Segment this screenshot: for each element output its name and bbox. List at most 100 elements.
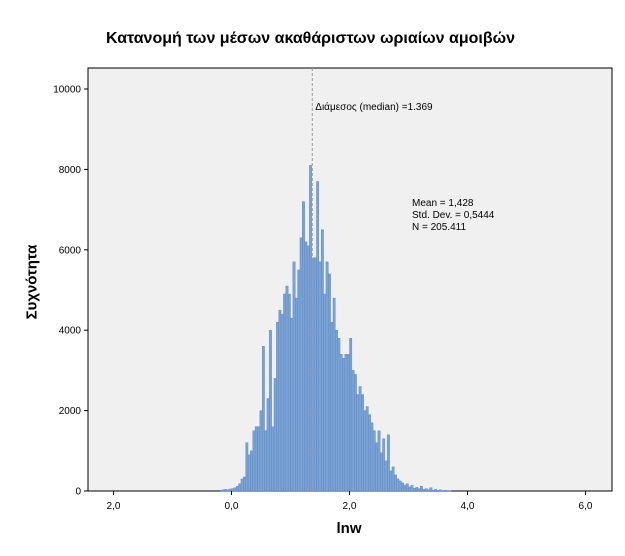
histogram-bar <box>243 476 246 492</box>
histogram-bar <box>280 313 284 492</box>
histogram-bar <box>318 261 322 492</box>
histogram-bar <box>278 309 282 492</box>
x-axis: 2,0 0,0 2,0 4,0 6,0 <box>107 491 593 512</box>
median-label: Διάμεσος (median) =1.369 <box>315 101 433 113</box>
y-tick-label: 10000 <box>53 85 81 96</box>
histogram-bar <box>346 354 350 492</box>
histogram-bar <box>342 358 345 492</box>
histogram-bar <box>379 452 383 492</box>
histogram-bar <box>377 430 381 492</box>
histogram-bar <box>228 488 232 492</box>
histogram-bar <box>335 330 338 492</box>
histogram-bar <box>233 487 237 492</box>
x-tick-label: 0,0 <box>225 501 239 512</box>
histogram-bars <box>219 165 452 492</box>
histogram-bar <box>365 406 369 492</box>
histogram-bar <box>384 460 388 492</box>
histogram-bar <box>358 386 362 492</box>
histogram-bar <box>297 269 301 492</box>
histogram-bar <box>443 490 447 492</box>
histogram-bar <box>250 450 253 492</box>
stat-n: N = 205.411 <box>412 222 466 233</box>
y-tick-label: 4000 <box>59 326 82 337</box>
histogram-bar <box>417 488 421 492</box>
histogram-bar <box>382 438 386 492</box>
histogram-bar <box>309 165 312 492</box>
histogram-bar <box>436 490 440 492</box>
histogram-bar <box>354 374 357 492</box>
histogram-bar <box>320 229 324 492</box>
histogram-bar <box>247 454 251 492</box>
histogram-bar <box>261 346 265 492</box>
stat-std-dev: Std. Dev. = 0,5444 <box>412 210 495 221</box>
histogram-bar <box>405 483 409 492</box>
histogram-bar <box>316 181 320 492</box>
histogram-bar <box>413 487 416 492</box>
histogram-bar <box>292 261 296 492</box>
histogram-bar <box>420 485 423 492</box>
histogram-bar <box>271 426 275 492</box>
histogram-bar <box>219 490 223 492</box>
histogram-bar <box>429 487 433 492</box>
histogram-bar <box>264 430 268 492</box>
y-tick-label: 8000 <box>59 165 82 176</box>
histogram-bar <box>375 442 379 492</box>
histogram-bar <box>356 394 360 492</box>
histogram-bar <box>254 426 258 492</box>
x-axis-label: lnw <box>336 520 362 537</box>
histogram-bar <box>238 483 242 492</box>
histogram-bar <box>438 489 442 492</box>
chart-title: Κατανομή των μέσων ακαθάριστων ωριαίων α… <box>106 30 516 47</box>
histogram-bar <box>344 354 348 492</box>
histogram-bar <box>370 422 374 492</box>
histogram-bar <box>396 478 400 492</box>
x-tick-label: 4,0 <box>461 501 475 512</box>
histogram-bar <box>306 245 310 492</box>
histogram-bar <box>224 489 227 492</box>
histogram-bar <box>368 414 371 492</box>
histogram-bar <box>339 354 343 492</box>
histogram-bar <box>276 321 279 492</box>
histogram-bar <box>325 261 329 492</box>
histogram-bar <box>389 470 393 492</box>
histogram-bar <box>290 317 294 492</box>
histogram-bar <box>394 474 397 492</box>
histogram-bar <box>269 330 272 492</box>
y-axis: 0 2000 4000 6000 8000 10000 <box>53 85 88 498</box>
y-tick-label: 6000 <box>59 245 82 256</box>
histogram-bar <box>410 485 414 492</box>
histogram-bar <box>323 293 327 492</box>
histogram-bar <box>337 338 341 492</box>
histogram-bar <box>259 410 263 492</box>
histogram-bar <box>257 426 261 492</box>
histogram-bar <box>403 484 407 492</box>
histogram-bar <box>252 430 256 492</box>
histogram-bar <box>304 241 308 492</box>
y-tick-label: 2000 <box>59 406 82 417</box>
histogram-bar <box>273 378 277 492</box>
x-tick-label: 2,0 <box>107 501 121 512</box>
histogram-bar <box>299 237 303 492</box>
histogram-bar <box>302 201 305 492</box>
x-tick-label: 6,0 <box>579 501 593 512</box>
histogram-bar <box>283 293 286 492</box>
histogram-bar <box>226 489 230 492</box>
histogram-bar <box>266 398 270 492</box>
histogram-bar <box>424 488 428 492</box>
histogram-bar <box>434 489 438 492</box>
histogram-bar <box>391 466 395 492</box>
histogram-bar <box>231 488 235 492</box>
histogram-bar <box>349 338 353 492</box>
histogram-bar <box>431 490 435 492</box>
histogram-bar <box>398 480 402 492</box>
histogram-bar <box>285 285 289 492</box>
histogram-bar <box>372 430 376 492</box>
histogram-bar <box>363 410 367 492</box>
histogram-bar <box>422 489 426 492</box>
histogram-bar <box>401 482 404 492</box>
histogram-bar <box>240 478 244 492</box>
stat-mean: Mean = 1,428 <box>412 198 474 209</box>
histogram-bar <box>427 489 430 492</box>
histogram-bar <box>313 257 317 492</box>
